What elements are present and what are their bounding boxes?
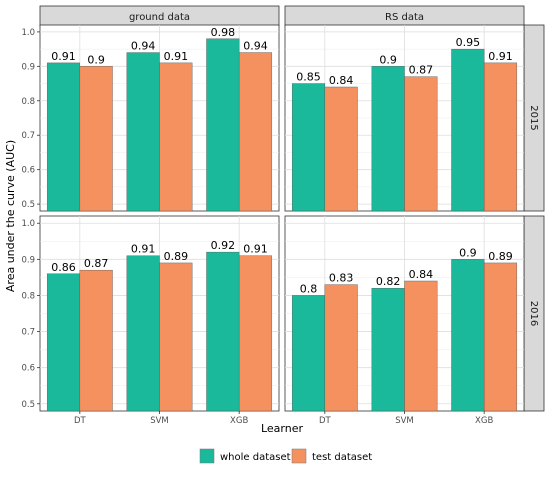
y-tick-label: 0.7	[21, 131, 35, 141]
x-axis-title: Learner	[261, 422, 304, 435]
data-label: 0.8	[300, 282, 318, 295]
y-tick-label: 0.5	[21, 400, 35, 410]
y-tick-label: 0.6	[21, 166, 35, 176]
data-label: 0.83	[329, 272, 354, 285]
bar-whole-svm	[371, 288, 405, 412]
data-label: 0.95	[456, 36, 481, 49]
data-label: 0.82	[376, 275, 401, 288]
bar-test-svm	[404, 76, 438, 212]
facet-strip-row-label: 2015	[528, 105, 539, 130]
y-tick-label: 0.8	[21, 291, 35, 301]
bar-test-xgb	[483, 262, 518, 412]
bar-test-dt	[324, 284, 358, 412]
y-tick-label: 0.7	[21, 328, 35, 338]
bar-whole-dt	[291, 83, 326, 212]
data-label: 0.9	[379, 53, 397, 66]
bar-whole-dt	[46, 273, 81, 412]
data-label: 0.91	[51, 50, 76, 63]
bar-whole-xgb	[206, 38, 240, 212]
bar-test-xgb	[238, 52, 273, 212]
data-label: 0.91	[164, 50, 189, 63]
bar-whole-svm	[126, 255, 160, 412]
data-label: 0.84	[409, 268, 434, 281]
y-tick-label: 1.0	[21, 219, 35, 229]
x-tick-label: SVM	[395, 416, 414, 426]
bar-whole-xgb	[451, 259, 485, 412]
bar-test-dt	[324, 86, 358, 212]
bar-test-svm	[159, 262, 193, 412]
x-tick-label: XGB	[475, 416, 493, 426]
legend-swatch-whole	[199, 448, 215, 464]
legend-label: whole dataset	[220, 452, 291, 463]
legend-label: test dataset	[312, 452, 372, 463]
bar-test-dt	[79, 66, 113, 212]
data-label: 0.92	[211, 239, 236, 252]
bar-whole-dt	[291, 295, 326, 412]
bar-test-dt	[79, 269, 113, 412]
data-label: 0.89	[488, 250, 513, 263]
data-label: 0.91	[131, 243, 156, 256]
x-tick-label: SVM	[150, 416, 169, 426]
bar-whole-svm	[126, 52, 160, 212]
bar-whole-xgb	[451, 48, 485, 212]
data-label: 0.9	[87, 53, 105, 66]
y-tick-label: 0.9	[21, 255, 35, 265]
bar-whole-dt	[46, 62, 81, 212]
bar-test-xgb	[238, 255, 273, 412]
x-tick-label: XGB	[230, 416, 248, 426]
data-label: 0.94	[131, 40, 156, 53]
data-label: 0.94	[243, 40, 268, 53]
data-label: 0.91	[488, 50, 513, 63]
y-tick-label: 0.8	[21, 97, 35, 107]
bar-test-svm	[159, 62, 193, 212]
x-tick-label: DT	[74, 416, 87, 426]
data-label: 0.89	[164, 250, 189, 263]
y-tick-label: 0.5	[21, 200, 35, 210]
bar-test-svm	[404, 280, 438, 412]
y-tick-label: 0.9	[21, 62, 35, 72]
bar-whole-svm	[371, 66, 405, 212]
facet-strip-label: RS data	[385, 12, 424, 23]
data-label: 0.87	[409, 64, 434, 77]
x-tick-label: DT	[319, 416, 332, 426]
facet-strip-label: ground data	[129, 12, 190, 23]
data-label: 0.91	[243, 243, 268, 256]
y-tick-label: 1.0	[21, 28, 35, 38]
data-label: 0.86	[51, 261, 76, 274]
y-axis-title: Area under the curve (AUC)	[4, 140, 17, 292]
data-label: 0.84	[329, 74, 354, 87]
y-tick-label: 0.6	[21, 364, 35, 374]
data-label: 0.87	[84, 257, 109, 270]
data-label: 0.98	[211, 26, 236, 39]
data-label: 0.85	[296, 71, 321, 84]
bar-whole-xgb	[206, 251, 240, 412]
facet-strip-row-label: 2016	[528, 301, 539, 326]
bar-test-xgb	[483, 62, 518, 212]
legend-swatch-test	[291, 448, 307, 464]
data-label: 0.9	[459, 246, 477, 259]
